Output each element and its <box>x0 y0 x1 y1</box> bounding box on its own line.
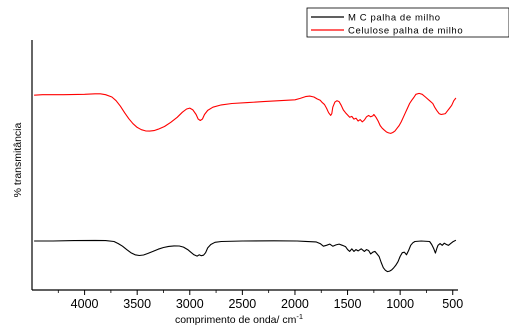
x-tick-label-2500: 2500 <box>228 297 256 311</box>
x-tick-label-3000: 3000 <box>176 297 204 311</box>
y-axis-title: % transmitância <box>12 122 24 197</box>
legend-label-1: Celulose palha de milho <box>348 26 463 37</box>
x-axis-title: comprimento de onda/ cm-1 <box>175 312 303 326</box>
x-tick-label-4000: 4000 <box>71 297 99 311</box>
x-axis: 4000 3500 3000 2500 2000 1500 1000 500 <box>57 290 463 311</box>
series-line-mc <box>34 239 457 273</box>
x-tick-label-500: 500 <box>442 297 463 311</box>
legend-label-0: M C palha de milho <box>348 13 441 24</box>
x-tick-label-3500: 3500 <box>123 297 151 311</box>
legend: M C palha de milho Celulose palha de milh… <box>306 7 509 38</box>
x-tick-label-1000: 1000 <box>386 297 414 311</box>
series-line-celulose <box>34 92 457 134</box>
legend-box <box>306 7 509 38</box>
plot-area <box>31 40 458 291</box>
x-tick-label-1500: 1500 <box>334 297 362 311</box>
x-tick-label-2000: 2000 <box>281 297 309 311</box>
